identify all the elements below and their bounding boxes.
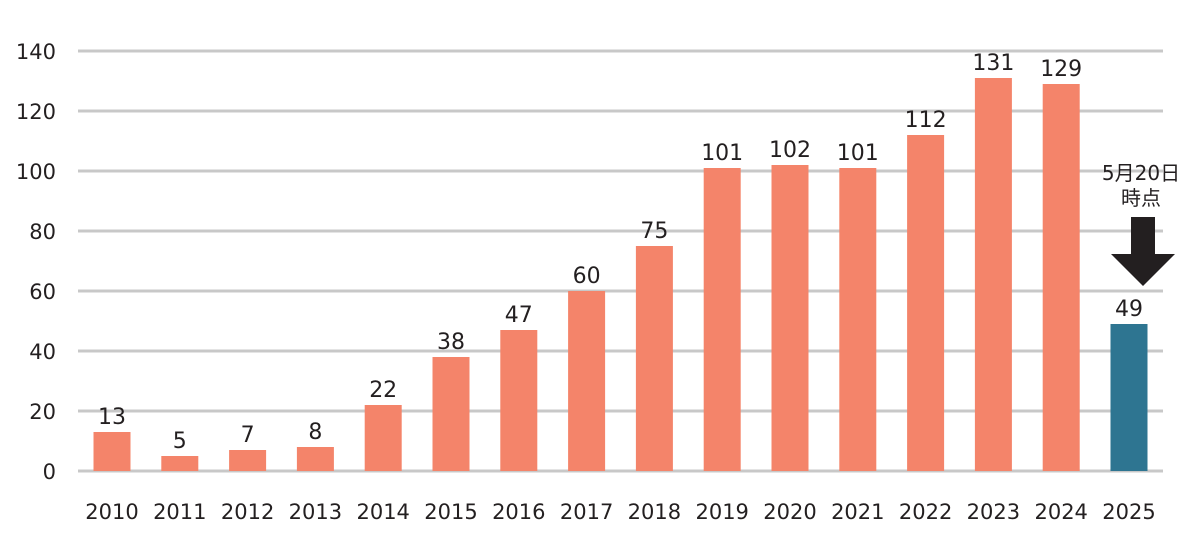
- data-label-2021: 101: [837, 141, 879, 166]
- bar-2018: [635, 246, 673, 471]
- data-label-2016: 47: [505, 303, 533, 328]
- bar-2013: [296, 447, 334, 471]
- bar-2025: [1110, 324, 1148, 471]
- data-label-2011: 5: [173, 429, 187, 454]
- annotation-group: 5月20日 時点: [1102, 161, 1180, 286]
- data-label-2012: 7: [241, 423, 255, 448]
- down-arrow-icon: [1111, 217, 1175, 286]
- x-tick-label-2016: 2016: [492, 500, 545, 524]
- annotation-line-2: 時点: [1121, 186, 1161, 210]
- data-label-2017: 60: [573, 264, 601, 289]
- y-tick-label: 100: [16, 160, 56, 184]
- y-tick-label: 40: [29, 340, 56, 364]
- bar-2011: [161, 456, 199, 471]
- bar-2023: [974, 78, 1012, 471]
- data-label-2014: 22: [369, 378, 397, 403]
- y-tick-label: 140: [16, 40, 56, 64]
- x-tick-label-2025: 2025: [1102, 500, 1155, 524]
- x-tick-label-2024: 2024: [1034, 500, 1087, 524]
- bar-2012: [229, 450, 267, 471]
- bars: [93, 78, 1148, 471]
- x-tick-label-2015: 2015: [424, 500, 477, 524]
- bar-2019: [703, 168, 741, 471]
- data-label-2020: 102: [769, 138, 811, 163]
- y-tick-label: 20: [29, 400, 56, 424]
- gridlines: [78, 49, 1163, 473]
- x-tick-label-2011: 2011: [153, 500, 206, 524]
- x-tick-label-2017: 2017: [560, 500, 613, 524]
- bar-2010: [93, 432, 131, 471]
- bar-2024: [1042, 84, 1080, 471]
- bar-2016: [500, 330, 538, 471]
- x-tick-label-2014: 2014: [356, 500, 409, 524]
- y-tick-label: 80: [29, 220, 56, 244]
- x-tick-label-2021: 2021: [831, 500, 884, 524]
- data-label-2010: 13: [98, 405, 126, 430]
- y-tick-label: 0: [43, 460, 56, 484]
- bar-2014: [364, 405, 402, 471]
- y-axis-tick-labels: 0 20 40 60 80 100 120 140: [16, 40, 56, 484]
- data-label-2019: 101: [701, 141, 743, 166]
- x-tick-label-2020: 2020: [763, 500, 816, 524]
- x-tick-label-2023: 2023: [967, 500, 1020, 524]
- data-label-2015: 38: [437, 330, 465, 355]
- x-tick-label-2018: 2018: [628, 500, 681, 524]
- data-label-2013: 8: [308, 420, 322, 445]
- x-axis-tick-labels: 2010 2011 2012 2013 2014 2015 2016 2017 2018 2019…: [85, 500, 1155, 524]
- data-labels: 13 5 7 8 22 38 47 60 75 101 102 101 112 131 129 49: [98, 51, 1143, 454]
- bar-2022: [907, 135, 945, 471]
- x-tick-label-2010: 2010: [85, 500, 138, 524]
- x-tick-label-2019: 2019: [695, 500, 748, 524]
- bar-2017: [568, 291, 606, 471]
- data-label-2024: 129: [1040, 57, 1082, 82]
- data-label-2022: 112: [905, 108, 947, 133]
- annotation-line-1: 5月20日: [1102, 161, 1180, 185]
- data-label-2023: 131: [972, 51, 1014, 76]
- x-tick-label-2022: 2022: [899, 500, 952, 524]
- data-label-2018: 75: [640, 219, 668, 244]
- x-tick-label-2013: 2013: [289, 500, 342, 524]
- bar-2015: [432, 357, 470, 471]
- data-label-2025: 49: [1115, 297, 1143, 322]
- x-tick-label-2012: 2012: [221, 500, 274, 524]
- y-tick-label: 120: [16, 100, 56, 124]
- bar-2021: [839, 168, 877, 471]
- bar-2020: [771, 165, 809, 471]
- y-tick-label: 60: [29, 280, 56, 304]
